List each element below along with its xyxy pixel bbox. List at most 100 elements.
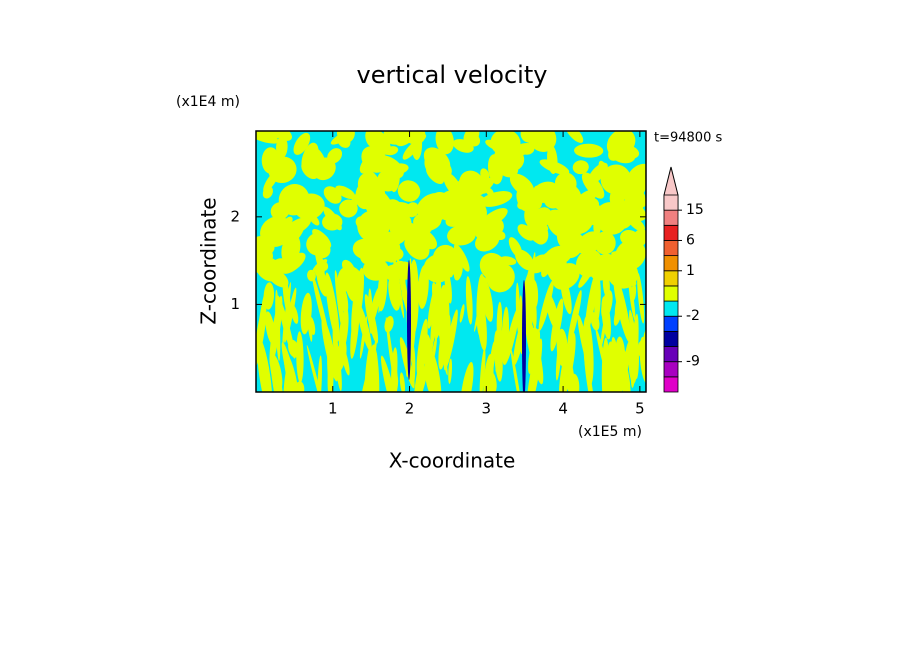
field-patch xyxy=(399,337,415,389)
plot-frame xyxy=(255,130,647,393)
field-patch xyxy=(604,367,611,389)
chart-title: vertical velocity xyxy=(357,61,548,89)
field-patch xyxy=(281,252,306,274)
field-patch xyxy=(259,131,279,141)
field-patch xyxy=(276,135,288,159)
field-patch xyxy=(574,143,604,158)
field-patch xyxy=(479,275,494,322)
field-patch xyxy=(527,136,542,148)
field-patch xyxy=(284,287,297,343)
field-patch xyxy=(438,313,451,370)
field-patch xyxy=(575,231,599,254)
y-tick-label: 2 xyxy=(230,207,240,225)
field-patch xyxy=(257,338,273,392)
field-patch xyxy=(370,339,377,369)
colorbar-segment xyxy=(663,194,679,211)
field-patch xyxy=(380,355,400,392)
colorbar-tick-label: -9 xyxy=(686,354,700,370)
colorbar-segment xyxy=(663,315,679,332)
field-patch xyxy=(390,167,400,193)
field-patch xyxy=(465,276,473,325)
field-patch xyxy=(384,315,394,333)
field-patch xyxy=(416,318,428,376)
field-patch xyxy=(275,289,281,361)
field-patch xyxy=(323,186,342,204)
colorbar-segment xyxy=(663,270,679,287)
field-patch xyxy=(465,175,478,207)
field-patch xyxy=(321,317,338,382)
field-patch xyxy=(409,226,437,250)
field-patch xyxy=(355,216,373,231)
field-patch xyxy=(590,312,600,331)
field-patch xyxy=(343,265,357,302)
x-tick-label: 5 xyxy=(635,400,645,418)
field-patch xyxy=(485,369,497,392)
field-patch xyxy=(306,344,325,392)
colorbar-segment xyxy=(663,209,679,226)
field-patch xyxy=(325,272,340,342)
field-patch xyxy=(560,230,583,246)
field-patch xyxy=(611,251,637,264)
field-patch xyxy=(609,179,629,207)
field-patch xyxy=(341,259,356,276)
field-patch xyxy=(565,131,584,143)
field-patch xyxy=(479,348,486,392)
field-patch xyxy=(405,202,420,218)
field-patch xyxy=(583,204,606,225)
field-patch xyxy=(388,344,398,380)
field-patch xyxy=(535,222,549,233)
field-patch xyxy=(296,331,304,384)
field-patch xyxy=(427,281,439,329)
field-patch xyxy=(447,224,476,246)
field-patch xyxy=(355,179,378,210)
colorbar-tick-label: -2 xyxy=(686,308,700,324)
field-patch xyxy=(294,193,325,220)
field-patch xyxy=(587,238,598,251)
field-patch xyxy=(631,283,637,301)
y-axis-label: Z-coordinate xyxy=(197,197,221,324)
field-patch xyxy=(622,341,630,384)
field-patch xyxy=(412,355,425,392)
field-patch xyxy=(435,189,467,221)
field-patch xyxy=(508,142,520,154)
colorbar-tick-label: 6 xyxy=(686,232,695,248)
field-patch xyxy=(517,192,543,210)
field-patch xyxy=(594,231,616,255)
field-patch xyxy=(522,280,526,392)
field-patch xyxy=(628,329,639,384)
field-patch xyxy=(475,230,500,252)
field-patch xyxy=(413,211,442,232)
field-patch xyxy=(270,131,293,141)
colorbar-segment xyxy=(663,285,679,302)
colorbar-segment xyxy=(663,346,679,363)
field-patch xyxy=(485,187,494,197)
field-patch xyxy=(601,296,611,340)
field-patch xyxy=(637,272,645,324)
field-patch xyxy=(479,208,508,229)
field-patch xyxy=(270,351,284,392)
field-patch xyxy=(628,190,646,208)
field-patch xyxy=(509,173,535,197)
field-patch xyxy=(301,142,319,173)
field-patch xyxy=(508,237,523,258)
field-patch xyxy=(544,245,572,266)
colorbar-segment xyxy=(663,255,679,272)
field-patch xyxy=(627,215,645,232)
field-patch xyxy=(402,230,409,241)
colorbar-segment xyxy=(663,240,679,257)
field-patch xyxy=(318,260,329,271)
field-patch xyxy=(377,266,388,312)
field-patch xyxy=(538,280,554,331)
field-patch xyxy=(487,263,515,293)
colorbar-segment xyxy=(663,361,679,378)
field-patch xyxy=(394,265,400,307)
field-patch xyxy=(577,314,592,372)
field-patch xyxy=(529,254,550,274)
field-patch xyxy=(581,172,605,199)
field-patch xyxy=(262,186,273,199)
field-patch xyxy=(351,267,365,337)
field-patch xyxy=(337,134,351,148)
field-patch xyxy=(335,340,347,372)
field-patch xyxy=(609,145,636,164)
